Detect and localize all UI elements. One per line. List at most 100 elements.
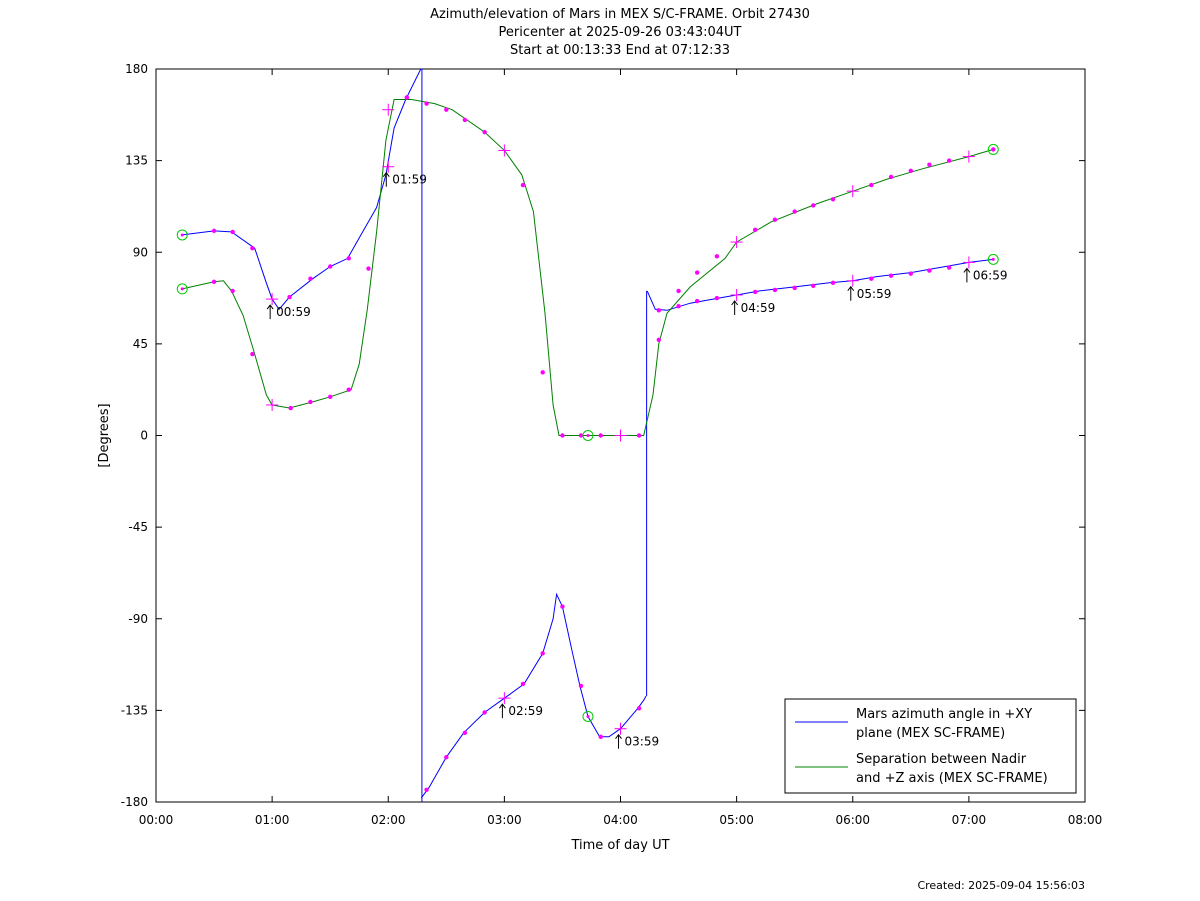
sample-dot-marker: [404, 95, 410, 100]
sample-dot-marker: [308, 276, 313, 281]
annotation-time-label: 01:59: [392, 173, 427, 187]
annotation-arrowhead: [615, 733, 622, 739]
sample-dot-marker: [462, 730, 468, 735]
y-tick-label: -180: [121, 795, 148, 809]
sample-dot-marker: [656, 337, 662, 343]
y-tick-label: -45: [128, 520, 148, 534]
sample-dot-marker: [676, 288, 681, 294]
hour-plus-marker: [730, 236, 743, 249]
y-tick-label: -135: [121, 703, 148, 717]
y-axis-label: [Degrees]: [97, 403, 112, 467]
legend: Mars azimuth angle in +XY plane (MEX SC-F…: [784, 698, 1077, 794]
annotation-arrowhead: [266, 304, 274, 310]
chart-title: Azimuth/elevation of Mars in MEX S/C-FRA…: [430, 7, 810, 58]
annotation-arrowhead: [963, 267, 971, 273]
sample-dot-marker: [888, 174, 894, 180]
annotations-layer: 00:59 01:59 02:59 03:59 04:59 05:59 06:59: [266, 171, 1008, 749]
sample-dot-marker: [830, 280, 836, 285]
annotation-time-label: 04:59: [741, 301, 776, 315]
sample-dot-marker: [444, 107, 449, 112]
sample-dot-marker: [656, 308, 662, 313]
annotation-time-label: 02:59: [508, 704, 543, 718]
sample-dot-marker: [424, 101, 429, 106]
sample-dot-marker: [888, 273, 894, 278]
y-tick-label: 90: [133, 245, 148, 259]
x-tick-label: 07:00: [952, 813, 987, 827]
x-tick-label: 06:00: [835, 813, 870, 827]
sample-dot-marker: [288, 405, 293, 411]
sample-dot-marker: [540, 370, 545, 375]
x-axis-label: Time of day UT: [570, 838, 669, 853]
sample-dot-marker: [714, 295, 720, 301]
sample-dot-marker: [636, 433, 642, 438]
y-tick-label: -90: [128, 612, 148, 626]
hour-plus-marker: [382, 160, 395, 173]
endpoint-dot: [991, 147, 995, 151]
sample-dot-marker: [753, 227, 758, 233]
endpoint-dot: [586, 434, 590, 437]
sample-dot-marker: [946, 158, 952, 163]
hour-plus-marker: [846, 185, 859, 198]
sample-dot-marker: [792, 209, 797, 214]
sample-dot-marker: [927, 162, 932, 167]
endpoint-dot: [180, 233, 184, 237]
x-tick-label: 08:00: [1068, 813, 1103, 827]
hour-plus-marker: [498, 692, 511, 705]
sample-dot-marker: [462, 117, 468, 123]
sample-dot-marker: [540, 651, 545, 656]
series-2-line: [182, 99, 994, 436]
axis-ticks: 00:00 01:00 02:00 03:00 04:00 05:00 06:00 07:00…: [121, 62, 1103, 827]
sample-dot-marker: [694, 298, 700, 304]
title-line: Pericenter at 2025-09-26 03:43:04UT: [498, 25, 741, 40]
annotation-arrowhead: [731, 300, 739, 306]
sample-dot-marker: [694, 270, 700, 275]
sample-dot-marker: [772, 287, 778, 293]
hour-plus-marker: [962, 256, 975, 269]
legend-label-1: Mars azimuth angle in +XY: [856, 707, 1032, 722]
sample-dot-marker: [792, 285, 797, 291]
legend-box: [784, 698, 1077, 794]
sample-dot-marker: [811, 203, 816, 208]
sample-dot-marker: [211, 228, 217, 234]
sample-dot-marker: [869, 182, 874, 188]
sample-dot-marker: [560, 604, 565, 609]
annotation-arrowhead: [847, 285, 855, 292]
sample-dot-marker: [520, 182, 526, 188]
annotation-time-label: 06:59: [973, 268, 1008, 282]
sample-dot-marker: [578, 683, 584, 689]
sample-dot-marker: [636, 706, 642, 711]
endpoint-circle-marker: [176, 283, 188, 295]
hour-plus-marker: [730, 289, 743, 302]
title-line: Azimuth/elevation of Mars in MEX S/C-FRA…: [430, 7, 810, 22]
endpoint-dot: [991, 257, 995, 261]
sample-dot-marker: [250, 245, 255, 251]
hour-plus-marker: [614, 722, 627, 735]
sample-dot-marker: [327, 394, 333, 400]
sample-dot-marker: [560, 433, 565, 438]
y-tick-label: 45: [133, 337, 148, 351]
y-tick-label: 135: [125, 154, 148, 168]
markers-layer: [176, 95, 999, 792]
title-line: Start at 00:13:33 End at 07:12:33: [510, 43, 730, 58]
x-tick-label: 05:00: [719, 813, 754, 827]
hour-plus-marker: [266, 398, 279, 411]
created-timestamp: Created: 2025-09-04 15:56:03: [917, 879, 1085, 892]
x-tick-label: 00:00: [139, 813, 174, 827]
sample-dot-marker: [287, 294, 292, 300]
endpoint-circle-marker: [582, 710, 594, 722]
sample-dot-marker: [424, 787, 429, 792]
endpoint-circle-marker: [176, 229, 188, 241]
sample-dot-marker: [230, 229, 235, 235]
x-tick-label: 04:00: [603, 813, 638, 827]
sample-dot-marker: [211, 279, 217, 284]
annotation-time-label: 00:59: [276, 305, 311, 319]
endpoint-dot: [180, 287, 184, 291]
sample-dot-marker: [308, 399, 313, 405]
endpoint-circle-marker: [987, 253, 999, 265]
annotation-arrowhead: [499, 703, 506, 709]
sample-dot-marker: [250, 351, 255, 357]
hour-plus-marker: [846, 274, 859, 287]
sample-dot-marker: [811, 283, 816, 289]
sample-dot-marker: [444, 755, 449, 760]
sample-dot-marker: [327, 264, 333, 269]
